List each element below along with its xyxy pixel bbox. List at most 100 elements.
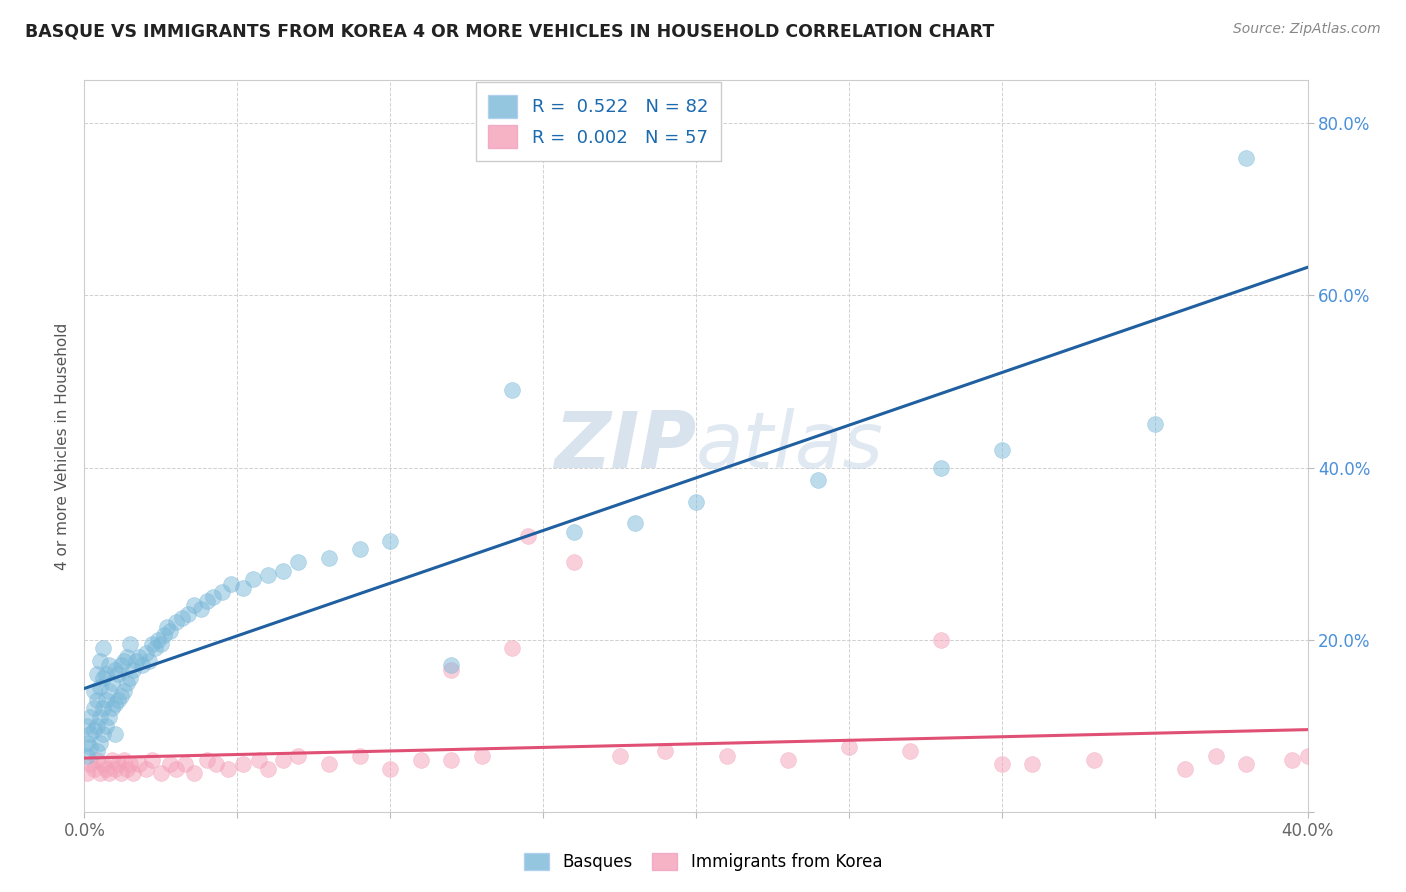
Point xyxy=(97,684,120,698)
Point xyxy=(562,524,585,539)
Point xyxy=(257,762,280,776)
Point xyxy=(83,762,105,776)
Point xyxy=(91,727,114,741)
Point xyxy=(76,766,98,780)
Point xyxy=(104,697,127,711)
Point xyxy=(91,671,114,685)
Point xyxy=(125,654,148,668)
Point xyxy=(89,654,111,668)
Point xyxy=(97,710,120,724)
Point xyxy=(177,607,200,621)
Point xyxy=(79,710,101,724)
Point xyxy=(76,719,98,733)
Point xyxy=(159,757,181,772)
Point xyxy=(107,667,129,681)
Point xyxy=(776,753,799,767)
Point xyxy=(110,689,132,703)
Point xyxy=(440,663,463,677)
Legend: R =  0.522   N = 82, R =  0.002   N = 57: R = 0.522 N = 82, R = 0.002 N = 57 xyxy=(475,82,721,161)
Point xyxy=(201,590,224,604)
Point xyxy=(516,529,538,543)
Text: Source: ZipAtlas.com: Source: ZipAtlas.com xyxy=(1233,22,1381,37)
Point xyxy=(141,753,163,767)
Point xyxy=(86,667,108,681)
Point xyxy=(654,744,676,758)
Point xyxy=(1021,757,1043,772)
Point xyxy=(242,573,264,587)
Point xyxy=(440,658,463,673)
Point xyxy=(1205,748,1227,763)
Point xyxy=(91,757,114,772)
Point xyxy=(94,762,117,776)
Point xyxy=(156,620,179,634)
Point xyxy=(83,684,105,698)
Point xyxy=(120,637,142,651)
Point xyxy=(562,555,585,569)
Point xyxy=(716,748,738,763)
Point xyxy=(104,727,127,741)
Point xyxy=(135,762,157,776)
Point xyxy=(89,710,111,724)
Point xyxy=(502,383,524,397)
Point xyxy=(609,748,631,763)
Point xyxy=(149,766,172,780)
Point xyxy=(86,719,108,733)
Point xyxy=(271,564,294,578)
Point xyxy=(271,753,294,767)
Point xyxy=(89,766,111,780)
Point xyxy=(86,693,108,707)
Point xyxy=(349,542,371,557)
Legend: Basques, Immigrants from Korea: Basques, Immigrants from Korea xyxy=(516,845,890,880)
Point xyxy=(1174,762,1197,776)
Point xyxy=(112,684,135,698)
Point xyxy=(115,675,138,690)
Point xyxy=(247,753,270,767)
Point xyxy=(153,628,176,642)
Point xyxy=(146,632,169,647)
Point xyxy=(502,641,524,656)
Point xyxy=(929,460,952,475)
Point xyxy=(219,576,242,591)
Point xyxy=(91,701,114,715)
Point xyxy=(217,762,239,776)
Point xyxy=(190,602,212,616)
Point xyxy=(287,555,309,569)
Point xyxy=(195,753,218,767)
Point xyxy=(83,723,105,737)
Point xyxy=(101,701,124,715)
Point xyxy=(79,740,101,755)
Point xyxy=(232,581,254,595)
Text: ZIP: ZIP xyxy=(554,408,696,484)
Text: atlas: atlas xyxy=(696,408,884,484)
Point xyxy=(101,675,124,690)
Point xyxy=(120,671,142,685)
Point xyxy=(79,727,101,741)
Point xyxy=(929,632,952,647)
Point xyxy=(440,753,463,767)
Point xyxy=(83,701,105,715)
Point xyxy=(76,748,98,763)
Point xyxy=(183,766,205,780)
Point xyxy=(97,766,120,780)
Point xyxy=(115,762,138,776)
Point xyxy=(79,757,101,772)
Point xyxy=(86,744,108,758)
Point xyxy=(624,516,647,531)
Point xyxy=(318,550,340,565)
Point xyxy=(97,658,120,673)
Point xyxy=(174,757,197,772)
Point xyxy=(122,663,145,677)
Point xyxy=(211,585,233,599)
Point xyxy=(232,757,254,772)
Point xyxy=(76,736,98,750)
Point xyxy=(149,637,172,651)
Point xyxy=(135,646,157,660)
Point xyxy=(131,658,153,673)
Point xyxy=(101,753,124,767)
Point xyxy=(141,637,163,651)
Point xyxy=(122,766,145,780)
Point xyxy=(112,654,135,668)
Point xyxy=(898,744,921,758)
Point xyxy=(205,757,228,772)
Point xyxy=(991,757,1014,772)
